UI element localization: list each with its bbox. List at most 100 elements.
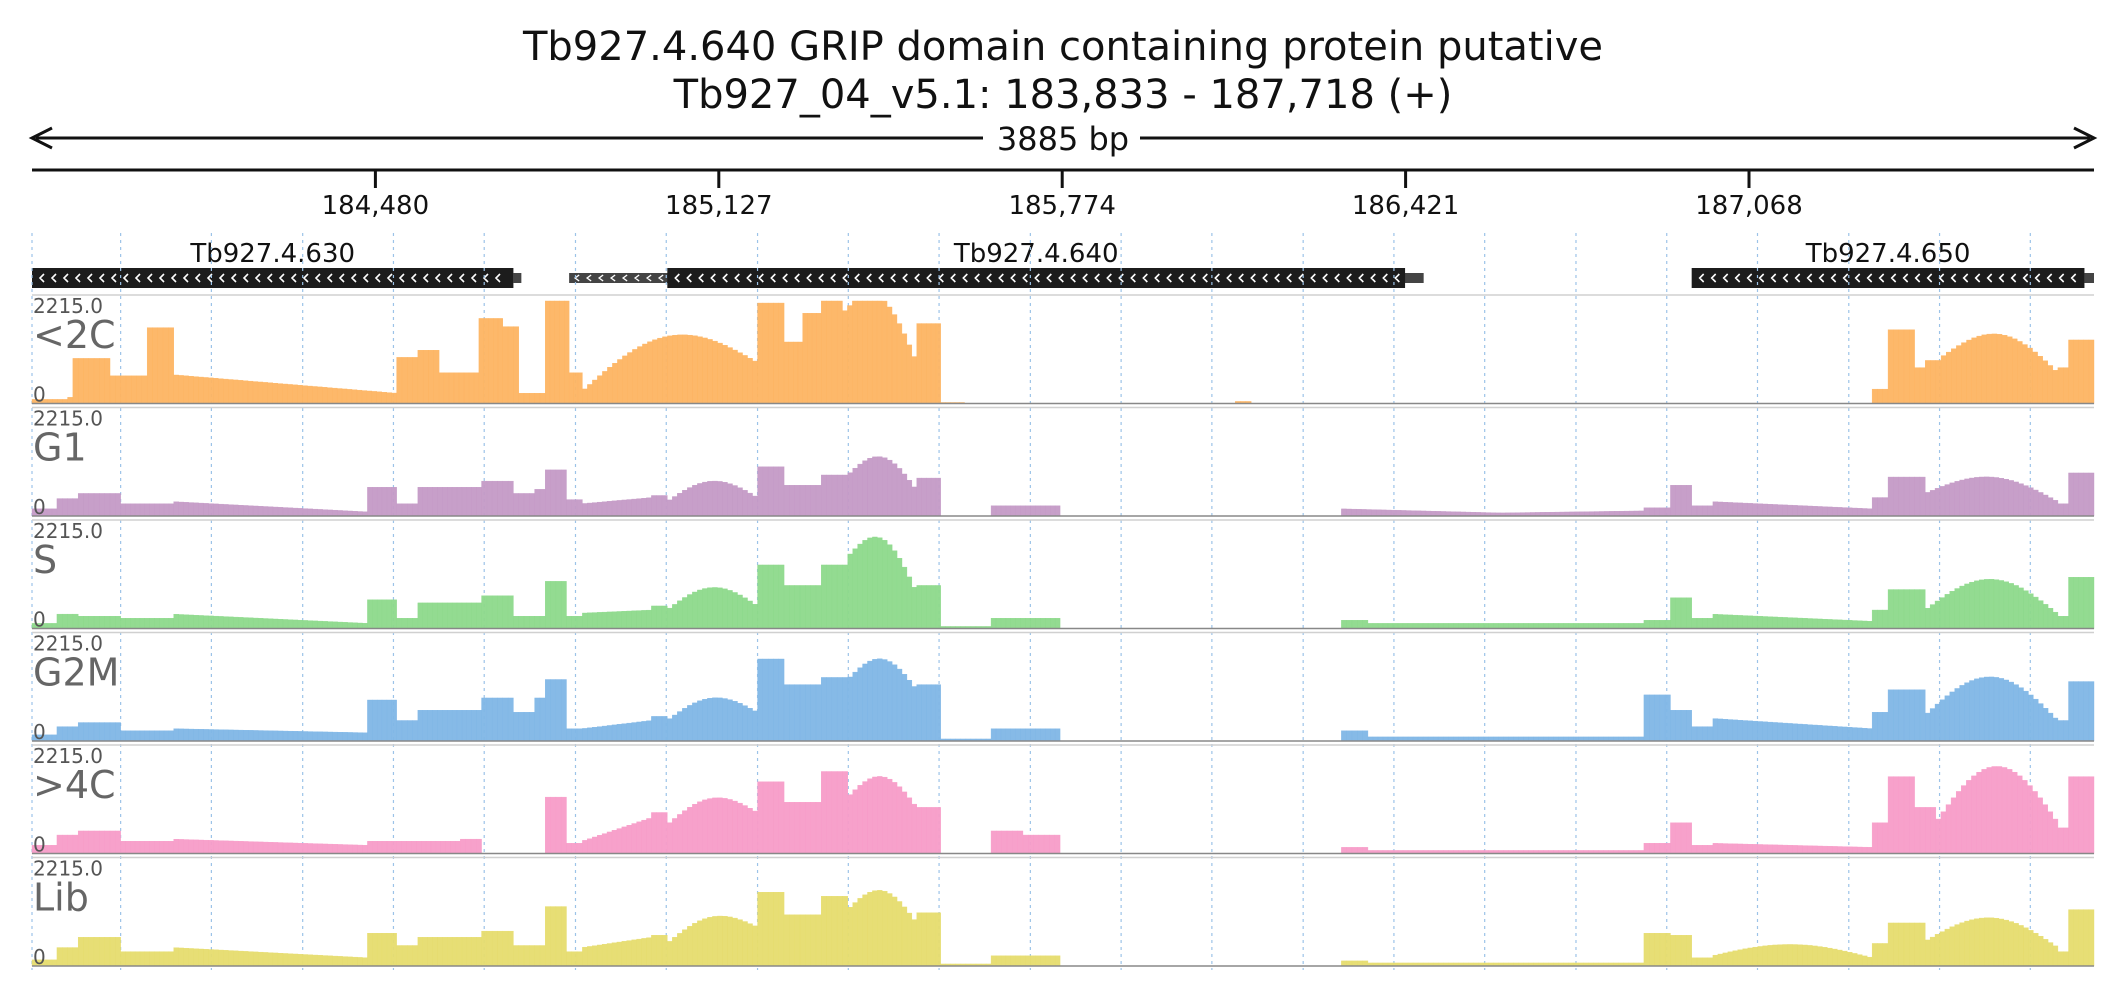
gene-body [1691, 268, 2085, 288]
coverage-bar [1583, 623, 1589, 629]
coverage-bar [391, 392, 397, 404]
coverage-bar [2083, 681, 2090, 742]
coverage-bar [539, 489, 546, 517]
coverage-bar [198, 948, 204, 967]
coverage-bar [1919, 922, 1926, 967]
coverage-bar [51, 959, 58, 967]
coverage-bar [523, 616, 530, 629]
coverage-bar [1919, 589, 1926, 629]
coverage-bar [1954, 481, 1960, 517]
coverage-bar [1944, 484, 1950, 517]
coverage-bar [396, 618, 403, 629]
coverage-bar [252, 730, 259, 742]
coverage-bar [697, 920, 703, 967]
coverage-bar [1787, 504, 1793, 517]
coverage-bar [677, 493, 683, 517]
coverage-bar [450, 841, 456, 854]
coverage-bar [1680, 485, 1687, 517]
track-max-label: 2215.0 [33, 632, 103, 656]
coverage-bar [847, 676, 853, 742]
coverage-bar [1035, 618, 1041, 629]
coverage-bar [1969, 581, 1975, 629]
coverage-bar [213, 503, 219, 517]
coverage-bar [193, 502, 199, 517]
coverage-bar [1649, 933, 1655, 967]
coverage-bar [422, 487, 428, 517]
coverage-bar [712, 797, 718, 854]
coverage-bar [93, 358, 100, 404]
coverage-bar [707, 587, 713, 629]
coverage-bar [821, 474, 827, 517]
coverage-bar [322, 387, 328, 404]
coverage-bar [2083, 909, 2090, 967]
coverage-bar [1357, 847, 1363, 854]
coverage-bar [391, 599, 397, 629]
coverage-bar [560, 679, 567, 742]
coverage-bar [1727, 614, 1734, 629]
coverage-bar [282, 619, 289, 629]
coverage-bar [566, 728, 572, 742]
coverage-bar [451, 487, 458, 517]
coverage-bar [1925, 360, 1931, 404]
coverage-bar [2042, 708, 2049, 742]
coverage-bar [1802, 944, 1808, 967]
coverage-bar [930, 807, 937, 854]
coverage-bar [692, 591, 698, 629]
coverage-bar [1969, 680, 1975, 742]
coverage-bar [302, 385, 308, 404]
coverage-bar [1553, 623, 1559, 629]
coverage-bar [277, 507, 284, 517]
coverage-bar [752, 710, 758, 742]
coverage-bar [2057, 367, 2064, 404]
coverage-bar [1015, 728, 1021, 742]
coverage-bar [322, 621, 328, 629]
coverage-bar [287, 619, 294, 629]
coverage-bar [662, 336, 668, 404]
coverage-bar [183, 839, 189, 854]
coverage-bar [1040, 955, 1046, 967]
coverage-bar [188, 728, 194, 742]
coverage-bar [1000, 505, 1007, 517]
coverage-bar [2047, 942, 2054, 967]
coverage-bar [1772, 944, 1778, 967]
coverage-bar [1802, 618, 1808, 629]
coverage-bar [930, 912, 937, 967]
coverage-bar [555, 469, 562, 517]
coverage-bar [783, 585, 790, 629]
coverage-bar [1372, 623, 1379, 629]
coverage-bar [587, 727, 593, 742]
coverage-bar [327, 509, 333, 517]
coverage-bar [257, 730, 264, 742]
coverage-bar [109, 722, 116, 742]
coverage-bar [930, 684, 937, 742]
coverage-bar [2073, 681, 2079, 742]
coverage-bar [407, 945, 413, 967]
coverage-bar [1722, 952, 1729, 967]
coverage-bar [367, 841, 373, 854]
coverage-bar [2037, 356, 2043, 404]
coverage-bar [1871, 712, 1878, 742]
coverage-bar [539, 616, 546, 629]
coverage-bar [287, 507, 294, 517]
coverage-bar [672, 937, 678, 967]
coverage-bar [636, 498, 642, 517]
coverage-bar [1702, 957, 1708, 967]
coverage-bar [1670, 822, 1676, 854]
coverage-bar [545, 796, 551, 854]
coverage-bar [513, 945, 519, 967]
coverage-bar [896, 558, 903, 629]
coverage-bar [887, 544, 893, 629]
coverage-bar [391, 699, 397, 742]
coverage-bar [1548, 623, 1554, 629]
coverage-bar [1767, 616, 1773, 629]
coverage-bar [2033, 596, 2039, 629]
coverage-bar [125, 730, 131, 742]
coverage-bar [545, 581, 551, 629]
coverage-bar [799, 802, 806, 854]
coverage-bar [168, 841, 174, 854]
coverage-bar [891, 782, 898, 854]
coverage-bar [737, 802, 743, 854]
coverage-bar [842, 896, 848, 967]
coverage-bar [2078, 681, 2085, 742]
coverage-bar [857, 543, 863, 629]
